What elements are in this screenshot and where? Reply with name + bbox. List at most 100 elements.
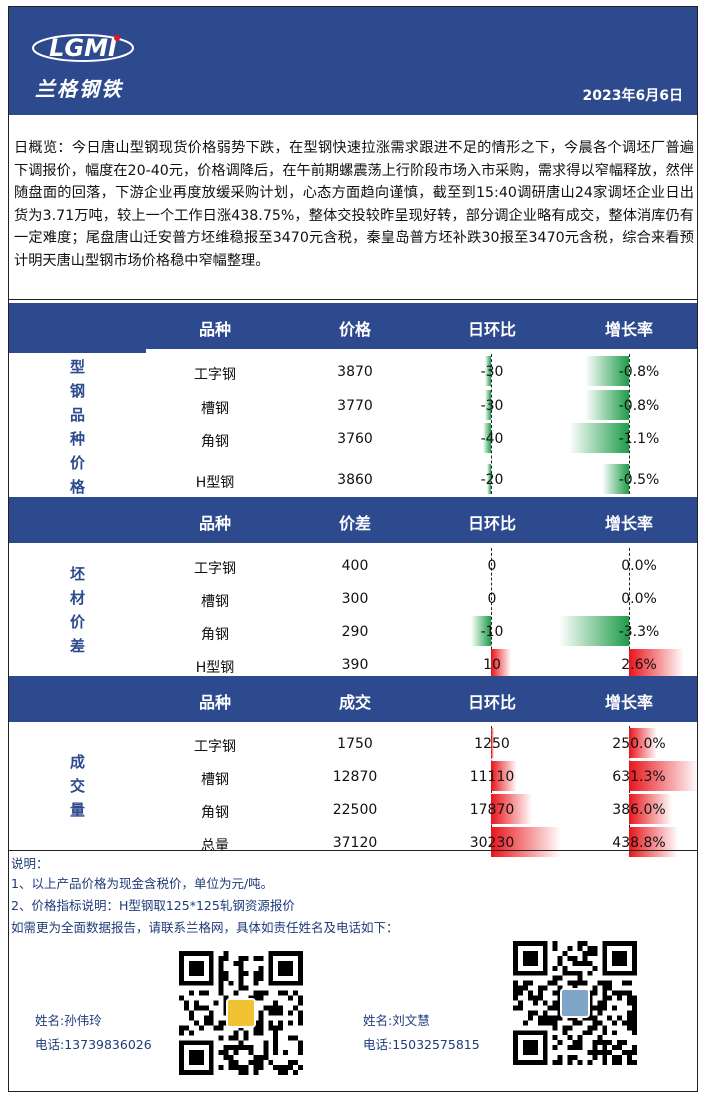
product-name: 槽钢	[201, 772, 229, 788]
column-header: 品种	[198, 693, 232, 712]
product-name: H型钢	[195, 660, 235, 676]
product-value: 3860	[337, 472, 373, 488]
svg-text:LGMI: LGMI	[49, 34, 117, 62]
notes-line-2: 2、价格指标说明：H型钢取125*125轧钢资源报价	[11, 898, 295, 913]
change-bar	[487, 464, 491, 494]
company-logo: LGMI 兰格钢铁	[31, 27, 141, 105]
change-zero-axis	[491, 354, 492, 494]
section-label-char: 价	[69, 612, 85, 631]
product-name: 槽钢	[201, 401, 229, 417]
rate-bar	[629, 761, 697, 791]
column-header: 增长率	[604, 514, 654, 533]
growth-rate: 386.0%	[612, 802, 666, 818]
daily-change: 0	[487, 591, 497, 607]
product-name: 角钢	[201, 805, 229, 821]
rate-zero-axis	[629, 726, 630, 857]
contact-2-phone: 电话:15032575815	[363, 1037, 480, 1052]
rate-bar	[585, 390, 629, 420]
product-name: 工字钢	[194, 367, 236, 383]
product-name: H型钢	[195, 475, 235, 491]
change-bar	[483, 423, 491, 453]
rate-bar	[601, 464, 629, 494]
product-name: 工字钢	[194, 739, 236, 755]
contact-1-phone: 电话:13739836026	[35, 1037, 152, 1052]
growth-rate: 631.3%	[612, 769, 666, 785]
rate-bar	[629, 649, 685, 679]
column-header: 成交	[338, 693, 372, 712]
daily-change: -10	[480, 624, 504, 640]
contact-1-name: 姓名:孙伟玲	[35, 1013, 102, 1028]
section-label-char: 成	[69, 753, 85, 771]
product-value: 22500	[332, 802, 378, 818]
product-value: 1750	[337, 736, 373, 752]
notes-line-1: 1、以上产品价格为现金含税价，单位为元/吨。	[11, 876, 274, 891]
column-header: 日环比	[467, 320, 517, 339]
section-label-2: 坯材价差	[9, 543, 146, 676]
change-bar	[491, 827, 561, 857]
table-header-3: 品种 成交 日环比 增长率	[9, 676, 697, 722]
change-zero-axis	[491, 548, 492, 679]
section-label-char: 交	[69, 777, 85, 795]
qr-code-1[interactable]	[179, 951, 303, 1075]
section-label-char: 型	[69, 358, 85, 376]
section-label-char: 品	[69, 406, 85, 424]
section-label-char: 量	[69, 801, 85, 819]
growth-rate: 0.0%	[621, 558, 657, 574]
column-header: 日环比	[467, 693, 517, 712]
daily-change: 10	[483, 657, 501, 673]
column-header: 品种	[198, 320, 232, 339]
section-label-char: 坯	[69, 564, 85, 583]
avatar	[226, 998, 256, 1028]
product-value: 12870	[332, 769, 378, 785]
column-header: 增长率	[604, 693, 654, 712]
report-frame: LGMI 兰格钢铁 2023年6月6日 日概览：今日唐山型钢现货价格弱势下跌，在…	[8, 6, 698, 1092]
rate-zero-axis	[629, 548, 630, 679]
change-zero-axis	[491, 726, 492, 857]
change-bar	[485, 356, 491, 386]
daily-change: 11110	[469, 769, 515, 785]
rate-bar	[585, 356, 629, 386]
change-bar	[491, 649, 511, 679]
product-value: 3770	[337, 398, 373, 414]
growth-rate: -0.5%	[618, 472, 660, 488]
product-name: 槽钢	[201, 594, 229, 610]
product-value: 290	[341, 624, 369, 640]
overview-divider	[9, 299, 697, 300]
growth-rate: -1.1%	[618, 431, 660, 447]
change-bar	[491, 761, 517, 791]
contact-2: 姓名:刘文慧 电话:15032575815	[363, 1009, 480, 1057]
rate-bar	[629, 728, 657, 758]
column-header: 价格	[338, 320, 372, 339]
table-body	[146, 543, 697, 676]
section-label-char: 格	[69, 478, 85, 496]
notes-title: 说明：	[11, 856, 49, 871]
qr-code-2[interactable]	[513, 941, 637, 1065]
rate-bar	[569, 423, 629, 453]
daily-overview: 日概览：今日唐山型钢现货价格弱势下跌，在型钢快速拉涨需求跟进不足的情形之下，今晨…	[14, 140, 694, 269]
daily-change: -40	[480, 431, 504, 447]
section-label-1: 型钢品种价格	[9, 353, 146, 497]
product-value: 400	[341, 558, 369, 574]
column-header: 价差	[338, 514, 372, 533]
change-bar	[491, 728, 494, 758]
lgmi-logo-icon: LGMI	[32, 34, 134, 62]
product-value: 300	[341, 591, 369, 607]
rate-bar	[629, 794, 672, 824]
section-label-char: 价	[69, 454, 85, 472]
section-label-3: 成交量	[9, 722, 146, 850]
growth-rate: -0.8%	[618, 398, 660, 414]
daily-change: 17870	[469, 802, 515, 818]
growth-rate: -0.8%	[618, 364, 660, 380]
contact-1: 姓名:孙伟玲 电话:13739836026	[35, 1009, 152, 1057]
growth-rate: 438.8%	[612, 835, 666, 851]
product-value: 3760	[337, 431, 373, 447]
avatar	[560, 988, 590, 1018]
growth-rate: 0.0%	[621, 591, 657, 607]
product-name: 角钢	[201, 434, 229, 450]
report-date: 2023年6月6日	[582, 88, 683, 104]
tables-divider	[9, 850, 697, 851]
daily-change: -20	[480, 472, 504, 488]
qr-code-icon	[179, 951, 303, 1075]
growth-rate: 250.0%	[612, 736, 666, 752]
change-bar	[471, 616, 491, 646]
